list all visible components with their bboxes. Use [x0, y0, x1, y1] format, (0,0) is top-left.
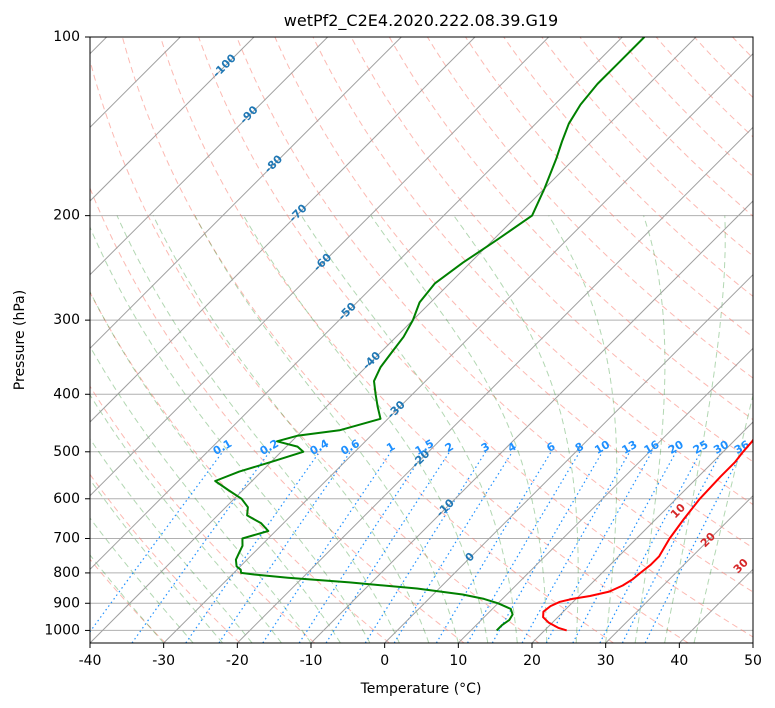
dry-adiabat-line [90, 291, 390, 643]
dry-adiabat-line [160, 37, 689, 643]
plot-area [90, 37, 753, 643]
dry-adiabat-line [90, 58, 540, 643]
isotherm-line [90, 37, 697, 643]
y-tick-label: 600 [53, 491, 80, 507]
mixing-ratio-line [298, 451, 426, 643]
x-axis-title: Temperature (°C) [360, 681, 482, 697]
isotherm-line [90, 37, 402, 350]
x-tick-label: -30 [152, 653, 175, 669]
dry-adiabat-line [274, 37, 753, 549]
isotherm-line [457, 347, 753, 643]
x-tick-label: -20 [226, 653, 249, 669]
moist-adiabat-line [453, 215, 579, 643]
y-tick-label: 200 [53, 208, 80, 224]
moist-adiabat-line [116, 215, 400, 643]
y-tick-label: 300 [53, 312, 80, 328]
mixing-ratio-line [90, 451, 224, 633]
dry-adiabat-line [90, 385, 316, 643]
dry-adiabat-line [121, 37, 614, 643]
moist-adiabat-line [370, 215, 548, 643]
dry-adiabat-line [90, 186, 465, 643]
mixing-ratio-line [491, 451, 604, 643]
moist-adiabat-line [90, 478, 223, 643]
x-tick-label: 40 [670, 653, 688, 669]
dry-adiabat-line [312, 37, 753, 506]
isotherm-line [310, 200, 753, 643]
moist-adiabat-line [548, 215, 618, 643]
moist-adiabat-line [664, 215, 726, 643]
dry-adiabat-line [90, 473, 241, 643]
isotherm-line [90, 37, 623, 571]
isotherm-line [90, 37, 255, 202]
mixing-ratio-line [435, 451, 552, 643]
isotherm-line [384, 273, 753, 643]
x-tick-label: -40 [79, 653, 102, 669]
y-tick-label: 700 [53, 531, 80, 547]
grid-lines [90, 37, 753, 631]
y-axis: 1000 900 800 700 600 500 400 300 200 100 [44, 29, 90, 638]
x-tick-label: 0 [380, 653, 389, 669]
mixing-ratio-line [572, 451, 677, 643]
dry-adiabat-line [236, 37, 753, 593]
y-tick-label: 400 [53, 386, 80, 402]
dewpoint-profile [214, 37, 646, 632]
isotherm-line [531, 421, 753, 643]
dry-adiabats [90, 37, 753, 643]
isotherm-line [605, 494, 753, 643]
mixing-ratio-line [521, 451, 631, 643]
y-tick-label: 800 [53, 565, 80, 581]
plot-frame [89, 36, 754, 644]
chart-title: wetPf2_C2E4.2020.222.08.39.G19 [284, 11, 558, 31]
y-tick-label: 100 [53, 29, 80, 45]
x-axis: -40 -30 -20 -10 0 10 20 30 40 50 [79, 643, 762, 669]
isotherm-line [90, 37, 329, 276]
x-tick-label: -10 [300, 653, 323, 669]
moist-adiabat-line [152, 215, 430, 643]
mixing-ratio-line [364, 451, 487, 643]
mixing-ratio-line [185, 451, 321, 643]
mixing-ratio-line [325, 451, 451, 643]
y-axis-title: Pressure (hPa) [12, 290, 28, 390]
sounding-profiles [214, 37, 753, 632]
dry-adiabat-line [617, 37, 753, 178]
y-tick-label: 1000 [44, 622, 80, 638]
isotherm-line [236, 126, 753, 643]
y-tick-label: 900 [53, 595, 80, 611]
moist-adiabat-line [90, 290, 341, 643]
mixing-ratio-line [466, 451, 581, 643]
dry-adiabat-line [198, 37, 753, 638]
dry-adiabat-line [503, 37, 753, 297]
isotherms [90, 37, 753, 643]
mixing-ratio-line [131, 451, 271, 643]
x-tick-label: 50 [744, 653, 762, 669]
moist-adiabat-line [90, 437, 253, 643]
dry-adiabat-line [388, 37, 753, 421]
moist-adiabat-line [90, 393, 282, 643]
isotherm-line [90, 37, 476, 423]
dry-adiabat-line [426, 37, 753, 379]
isotherm-line [90, 37, 550, 497]
dry-adiabat-line [541, 37, 753, 257]
temperature-profile [542, 438, 753, 632]
x-tick-label: 10 [449, 653, 467, 669]
x-tick-label: 30 [597, 653, 615, 669]
x-tick-label: 20 [523, 653, 541, 669]
moist-adiabat-line [90, 345, 312, 643]
mixing-ratio-lines [90, 451, 743, 643]
y-tick-label: 500 [53, 444, 80, 460]
moist-adiabat-line [634, 215, 666, 643]
moist-adiabat-line [194, 215, 459, 643]
dry-adiabat-line [350, 37, 753, 463]
mixing-ratio-line [393, 451, 513, 643]
isotherm-line [163, 52, 753, 643]
